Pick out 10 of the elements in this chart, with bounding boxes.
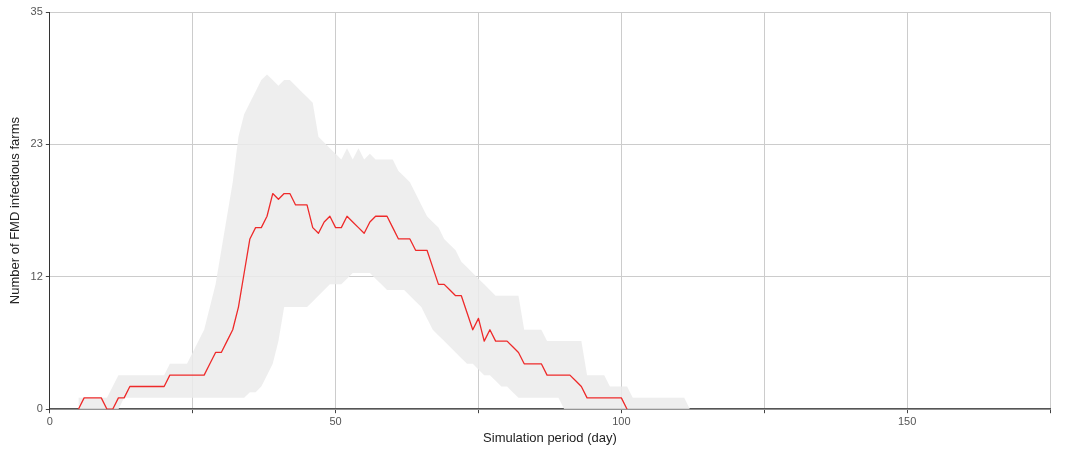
x-axis-title: Simulation period (day) [483,429,617,445]
x-tick-label: 100 [612,414,631,427]
y-tick-label: 35 [30,5,43,18]
y-tick-label: 12 [30,269,43,282]
x-tick-label: 0 [46,414,53,427]
x-tick-label: 50 [329,414,342,427]
y-tick-label: 23 [30,137,43,150]
x-tick-label: 150 [897,414,917,427]
y-axis-title: Number of FMD infectious farms [7,116,23,305]
y-tick-label: 0 [36,402,43,415]
